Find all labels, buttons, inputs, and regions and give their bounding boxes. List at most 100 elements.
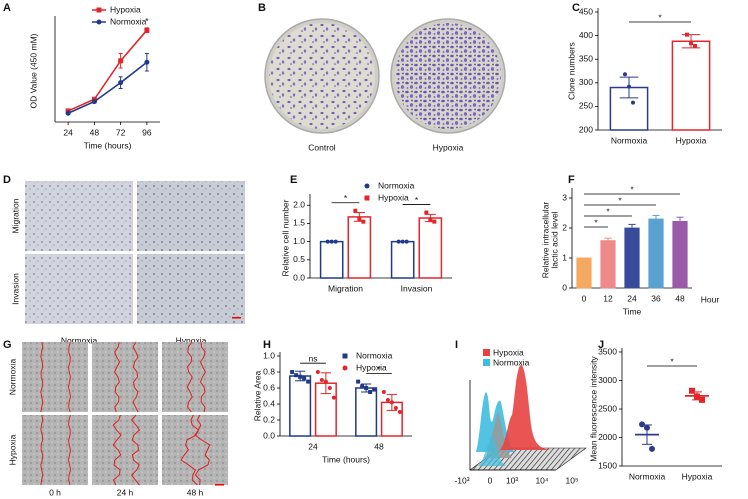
data-point [432,219,437,224]
data-point [329,239,334,244]
y-tick-label: 1500 [598,460,617,470]
legend-label: Normoxia [378,180,415,190]
wound-edge [132,341,139,413]
colony-image [269,23,375,129]
significance-label: * [344,193,348,203]
legend-marker [342,353,348,359]
wound-edge [186,341,193,413]
wound-edge [40,414,44,486]
data-point [689,41,693,46]
wound-edge [199,341,206,413]
y-axis-label: Clone numbers [566,42,576,100]
y-tick-label: 3000 [598,375,617,385]
y-tick-label: 1 [562,252,567,262]
y-tick-label: 2 [562,222,567,232]
y-tick-label: 2500 [598,403,617,413]
micrograph [137,254,245,324]
data-point [627,84,631,89]
data-point [144,27,150,33]
wound-edge [180,414,200,486]
significance-label: ns [309,353,318,363]
data-point [357,217,362,222]
panel-label: J [598,339,604,351]
y-tick-label: 0.5 [293,254,305,264]
y-tick-label: 1.5 [293,218,305,228]
x-tick-label: 96 [142,127,152,137]
data-line [67,61,148,114]
wound-edge [40,341,44,413]
data-point [623,72,627,77]
bar [347,216,372,279]
y-tick-label: 1.0 [263,350,275,360]
legend-label: Hypoxia [356,362,387,372]
data-point [649,445,655,452]
y-tick-label: 0.4 [263,398,275,408]
y-axis-label: lactic acid level [549,211,559,268]
x-tick-label: 12 [603,293,613,303]
significance-label: * [377,364,381,374]
wound-edge [194,414,211,486]
y-tick-label: 2000 [598,432,617,442]
legend-swatch [483,349,490,356]
data-point [397,410,402,414]
significance-label: * [145,16,149,26]
micrograph [25,181,133,251]
row-label: Migration [10,198,20,233]
data-point [302,376,307,381]
y-tick-label: 0.8 [263,366,275,376]
x-tick-label: 48 [90,127,100,137]
legend-label: Hypoxia [110,4,141,14]
y-axis-label: Relative intracellular [540,202,550,279]
x-tick-label: 24 [627,293,637,303]
y-tick-label: 0.0 [263,430,275,440]
wound-image [92,415,158,485]
legend-label: Hypoxia [378,192,409,202]
data-point [693,43,697,48]
column-label: Hypoxia [176,335,207,345]
wound-edge [114,341,121,413]
data-point [356,379,361,384]
x-tick-label: 24 [308,441,318,451]
data-point [389,400,394,405]
panel-label: B [258,2,266,14]
panel-label: G [3,339,12,351]
scale-bar [215,484,224,486]
x-tick-label: Migration [328,283,363,293]
data-line [67,29,148,112]
data-point [294,373,299,378]
x-tick-label: 0 [582,293,587,303]
row-label: Normoxia [7,359,17,396]
bar [418,217,443,279]
data-point [360,384,365,389]
legend-marker [96,19,102,25]
x-tick-label: Normoxia [611,135,648,145]
row-label: Hypoxia [7,434,17,465]
legend-marker [96,7,102,13]
data-point [400,239,405,244]
bar [671,40,711,131]
image-label: Control [308,142,336,152]
legend-label: Normoxia [356,350,393,360]
data-point [385,398,390,402]
bar [355,387,378,437]
significance-label: * [618,195,622,205]
scale-bar [232,317,241,319]
legend-marker [364,195,370,201]
data-point [298,374,303,379]
y-tick-label: 1.0 [293,236,305,246]
data-point [315,370,320,374]
significance-label: * [630,184,634,194]
wound-edge [112,414,122,486]
wound-edge [67,341,72,413]
significance-label: * [670,356,674,366]
x-tick-label: 10⁴ [535,475,548,485]
wound-image [162,342,228,412]
data-point [91,99,97,105]
bar [289,375,312,437]
panel-label: D [3,174,11,186]
significance-label: * [594,217,598,227]
data-point [368,390,373,394]
legend-label: Normoxia [110,16,147,26]
bar [648,218,664,289]
legend-marker [342,365,348,371]
